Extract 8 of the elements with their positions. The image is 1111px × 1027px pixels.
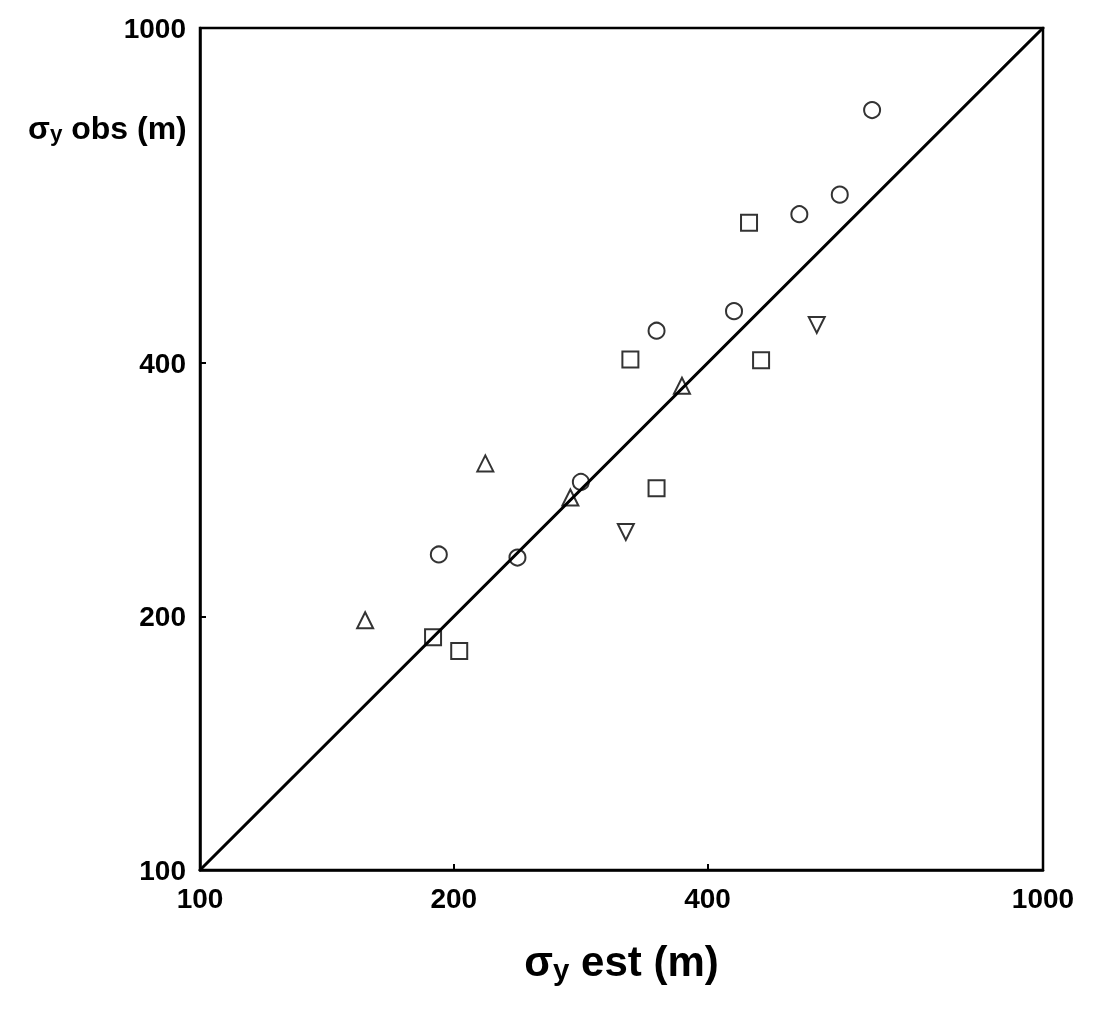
x-tick-label: 400	[684, 882, 731, 914]
y-axis-title: σy obs (m)	[28, 110, 187, 147]
x-axis-title: σy est (m)	[524, 938, 719, 986]
x-tick-label: 200	[430, 882, 478, 914]
x-tick-label: 1000	[1011, 882, 1075, 914]
y-tick-label: 400	[139, 347, 186, 379]
y-tick-label: 200	[139, 601, 186, 633]
y-tick-label: 1000	[123, 12, 186, 44]
